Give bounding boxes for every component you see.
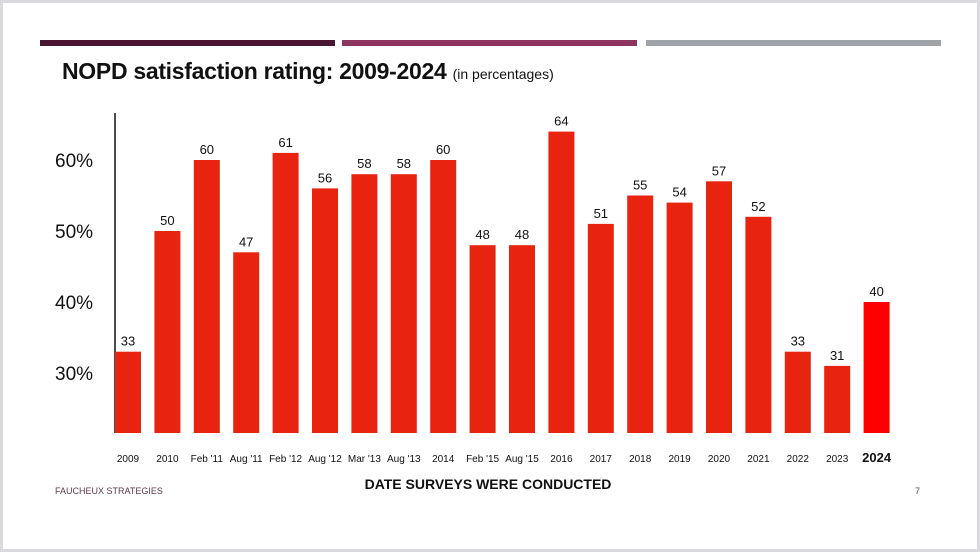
data-label: 47 (239, 234, 253, 249)
x-tick-label: 2016 (550, 454, 573, 465)
bar (390, 174, 417, 433)
data-label: 60 (200, 142, 214, 157)
data-label: 58 (357, 156, 371, 171)
x-tick-label: 2009 (117, 454, 140, 465)
data-label: 56 (318, 170, 332, 185)
data-label: 40 (869, 284, 883, 299)
bar (154, 231, 181, 433)
data-label: 61 (278, 135, 292, 150)
bar (784, 351, 811, 433)
bar (548, 131, 575, 433)
x-tick-label: 2022 (787, 454, 810, 465)
x-tick-label: Mar '13 (348, 454, 381, 465)
page-number: 7 (915, 486, 921, 496)
y-tick-label: 40% (55, 293, 93, 314)
x-tick-label: Feb '15 (466, 454, 499, 465)
header-stripe-2 (342, 40, 637, 46)
bar (351, 174, 378, 433)
bar (587, 223, 614, 433)
bar (745, 216, 772, 433)
bar (627, 195, 654, 433)
bar (193, 160, 220, 433)
x-tick-label: 2024 (862, 450, 892, 465)
data-label: 48 (475, 227, 489, 242)
data-label: 57 (712, 163, 726, 178)
x-tick-label: 2017 (590, 454, 613, 465)
y-tick-label: 60% (55, 151, 93, 172)
data-label: 31 (830, 348, 844, 363)
x-axis-title: DATE SURVEYS WERE CONDUCTED (364, 476, 612, 492)
bar (706, 181, 732, 433)
data-label: 58 (397, 156, 411, 171)
data-label: 52 (751, 199, 765, 214)
bar (666, 202, 693, 433)
x-tick-label: 2019 (668, 454, 691, 465)
bar (233, 252, 260, 433)
header-stripe-3 (646, 40, 941, 46)
x-tick-label: Feb '12 (269, 454, 302, 465)
data-label: 60 (436, 142, 450, 157)
data-label: 48 (515, 227, 529, 242)
x-tick-label: 2023 (826, 454, 849, 465)
data-label: 54 (672, 185, 686, 200)
chart-subtitle: (in percentages) (452, 66, 554, 82)
x-tick-label: Feb '11 (191, 454, 224, 465)
x-tick-label: Aug '12 (308, 454, 342, 465)
bar (469, 245, 496, 433)
data-label: 33 (121, 334, 135, 349)
title-text: NOPD satisfaction rating: 2009-2024 (62, 58, 447, 84)
bar (824, 365, 851, 433)
x-tick-label: 2021 (747, 454, 770, 465)
bar (312, 188, 338, 433)
data-label: 33 (791, 334, 805, 349)
x-tick-label: 2014 (432, 454, 455, 465)
x-tick-label: Aug '11 (230, 454, 263, 465)
header-stripe-1 (40, 40, 335, 46)
footer-brand: FAUCHEUX STRATEGIES (55, 486, 163, 496)
data-label: 55 (633, 178, 647, 193)
data-label: 64 (554, 114, 568, 129)
x-tick-label: 2010 (156, 454, 179, 465)
x-tick-label: Aug '13 (387, 454, 421, 465)
y-tick-label: 30% (55, 364, 93, 385)
y-tick-label: 50% (55, 222, 93, 243)
bar (115, 351, 141, 433)
bar (430, 160, 457, 433)
data-label: 51 (594, 206, 608, 221)
bar (272, 152, 299, 433)
x-tick-label: 2018 (629, 454, 652, 465)
x-tick-label: 2020 (708, 454, 731, 465)
data-label: 50 (160, 213, 174, 228)
x-tick-label: Aug '15 (505, 454, 539, 465)
bar (509, 245, 535, 433)
chart-title: NOPD satisfaction rating: 2009-2024 (in … (62, 58, 554, 85)
bar (863, 302, 890, 433)
